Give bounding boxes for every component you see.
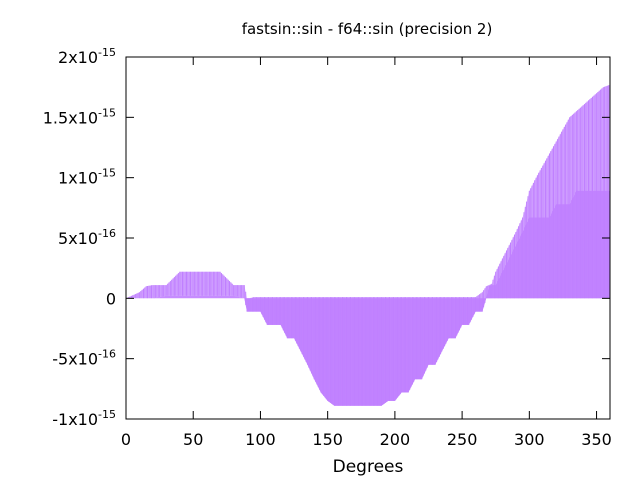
axis-ticks (125, 56, 610, 420)
x-axis-tick-labels: 0 50 100 150 200 250 300 350 (121, 430, 612, 449)
y-tick-label-4: 0 (106, 289, 116, 308)
y-tick-label-0: 2x10-15 (58, 46, 116, 67)
y-tick-label-2: 1x10-15 (58, 167, 116, 188)
x-tick-label-6: 300 (514, 430, 545, 449)
x-tick-label-5: 250 (447, 430, 478, 449)
x-tick-label-1: 50 (183, 430, 203, 449)
x-tick-label-4: 200 (380, 430, 411, 449)
x-axis-label: Degrees (333, 457, 404, 477)
y-tick-label-3: 5x10-16 (58, 227, 116, 248)
x-tick-label-7: 350 (581, 430, 612, 449)
x-tick-label-0: 0 (121, 430, 131, 449)
y-tick-label-5: -5x10-16 (52, 348, 116, 369)
series-line-0 (126, 84, 611, 406)
x-tick-label-3: 150 (312, 430, 343, 449)
y-tick-label-6: -1x10-15 (52, 408, 116, 429)
y-axis-tick-labels: 2x10-15 1.5x10-15 1x10-15 5x10-16 0 -5x10-16 -… (43, 46, 116, 429)
y-tick-label-1: 1.5x10-15 (43, 106, 116, 127)
plot-area (126, 84, 611, 406)
x-tick-label-2: 100 (245, 430, 276, 449)
chart-title: fastsin::sin - f64::sin (precision 2) (242, 20, 493, 38)
